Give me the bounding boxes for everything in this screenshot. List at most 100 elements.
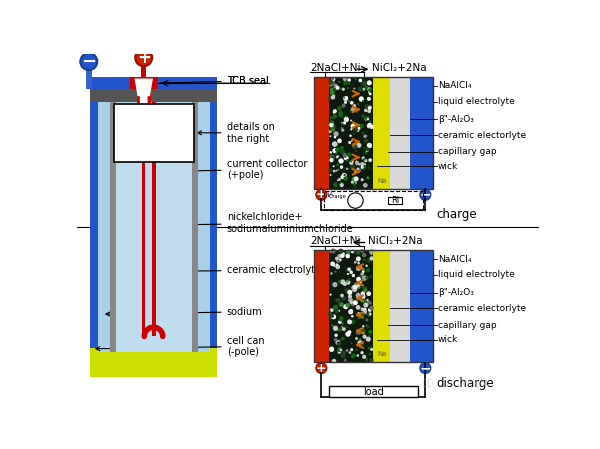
Text: +: + [137, 49, 151, 67]
Circle shape [335, 86, 340, 90]
Circle shape [336, 163, 339, 167]
Circle shape [329, 79, 334, 84]
Circle shape [358, 340, 363, 345]
Circle shape [355, 110, 358, 113]
Circle shape [356, 284, 360, 287]
Circle shape [354, 145, 358, 149]
Circle shape [367, 300, 371, 304]
Circle shape [367, 313, 370, 316]
Circle shape [364, 138, 368, 143]
Circle shape [355, 349, 358, 352]
Text: wick: wick [437, 335, 458, 344]
Bar [114, 104, 194, 162]
Bar [314, 250, 329, 362]
Circle shape [364, 80, 366, 83]
Circle shape [369, 358, 374, 363]
Circle shape [353, 94, 355, 97]
Circle shape [350, 165, 355, 170]
Circle shape [338, 348, 342, 352]
Circle shape [361, 291, 365, 295]
Circle shape [332, 359, 336, 363]
Circle shape [340, 253, 344, 257]
Text: Ri: Ri [391, 196, 400, 205]
Circle shape [370, 256, 374, 260]
Circle shape [362, 335, 367, 339]
Circle shape [341, 296, 346, 301]
Circle shape [362, 253, 367, 257]
Circle shape [338, 249, 343, 254]
Circle shape [341, 328, 343, 330]
Circle shape [353, 132, 355, 135]
Circle shape [343, 81, 348, 85]
Text: ceramic electorlyte: ceramic electorlyte [437, 304, 526, 313]
Circle shape [329, 158, 334, 162]
Circle shape [338, 328, 341, 331]
Circle shape [353, 104, 356, 107]
Circle shape [340, 294, 344, 297]
Text: NiCl₂+2Na: NiCl₂+2Na [372, 63, 427, 73]
Circle shape [329, 294, 332, 296]
Circle shape [354, 283, 358, 288]
Circle shape [363, 158, 365, 161]
Circle shape [347, 298, 350, 301]
Circle shape [332, 87, 336, 90]
Circle shape [365, 104, 369, 109]
Circle shape [360, 298, 365, 302]
Circle shape [368, 335, 371, 337]
Circle shape [351, 250, 355, 254]
Circle shape [329, 174, 332, 176]
Circle shape [338, 87, 341, 90]
Circle shape [331, 314, 336, 319]
Circle shape [356, 143, 361, 148]
Circle shape [355, 78, 357, 80]
Circle shape [335, 298, 340, 302]
Circle shape [354, 186, 356, 188]
Text: Na: Na [377, 178, 386, 184]
Circle shape [346, 254, 350, 258]
Circle shape [358, 127, 361, 129]
Circle shape [358, 315, 361, 319]
Circle shape [335, 271, 337, 273]
Circle shape [341, 173, 347, 178]
Circle shape [335, 340, 341, 345]
Circle shape [364, 135, 367, 138]
Circle shape [362, 100, 364, 102]
Circle shape [350, 309, 353, 312]
Circle shape [331, 95, 335, 100]
Circle shape [364, 159, 367, 163]
Circle shape [343, 174, 346, 176]
Circle shape [353, 300, 358, 305]
Circle shape [341, 127, 343, 129]
Circle shape [335, 309, 339, 313]
Circle shape [355, 147, 357, 150]
Circle shape [339, 259, 341, 261]
Circle shape [362, 88, 365, 91]
Circle shape [361, 276, 364, 278]
Bar [110, 100, 198, 352]
Circle shape [356, 250, 360, 255]
Circle shape [353, 320, 356, 323]
Text: load: load [363, 387, 384, 396]
Circle shape [339, 316, 344, 321]
Bar [329, 386, 418, 397]
Bar [323, 191, 423, 210]
Circle shape [352, 176, 357, 182]
Circle shape [364, 152, 367, 154]
Circle shape [355, 150, 358, 152]
Circle shape [362, 156, 365, 160]
Circle shape [332, 141, 337, 147]
Circle shape [350, 123, 356, 128]
Text: ceramic electorlyte: ceramic electorlyte [437, 131, 526, 140]
Circle shape [350, 300, 353, 304]
Bar [390, 250, 410, 362]
Circle shape [348, 298, 353, 303]
Circle shape [347, 319, 352, 324]
Text: β"-Al₂O₃: β"-Al₂O₃ [437, 288, 473, 297]
Circle shape [339, 348, 342, 350]
Circle shape [346, 167, 348, 170]
Circle shape [364, 303, 368, 308]
Circle shape [346, 269, 349, 272]
Circle shape [329, 84, 332, 87]
Circle shape [333, 182, 338, 187]
Circle shape [342, 88, 345, 91]
